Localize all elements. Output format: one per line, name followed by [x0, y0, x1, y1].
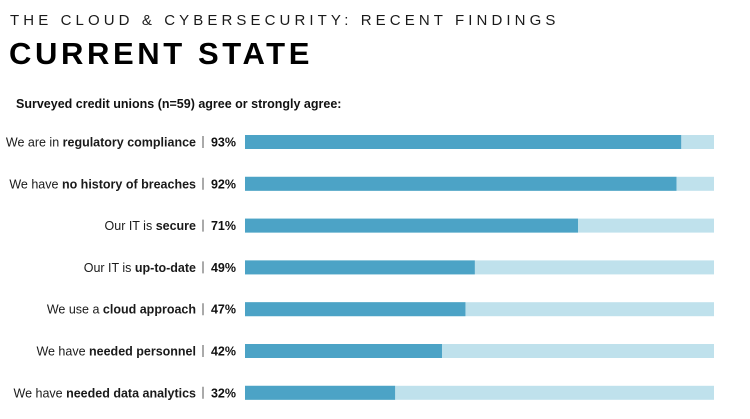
chart-subtitle: Surveyed credit unions (n=59) agree or s… — [16, 97, 342, 111]
value-label: 92% — [211, 177, 236, 191]
value-label: 93% — [211, 136, 236, 150]
category-label: We have no history of breaches — [9, 177, 196, 191]
category-label-emphasis: needed personnel — [89, 345, 196, 359]
bar — [245, 260, 475, 275]
bar — [245, 135, 682, 149]
bar — [245, 176, 677, 191]
category-label-text: Our IT is — [84, 261, 135, 275]
value-label: 49% — [211, 261, 236, 275]
bar — [245, 385, 396, 400]
page-title: CURRENT STATE — [9, 36, 313, 71]
bar — [245, 302, 466, 317]
category-label: Our IT is up-to-date — [84, 261, 196, 275]
value-label: 42% — [211, 345, 236, 359]
value-label: 32% — [211, 386, 236, 400]
category-label-emphasis: no history of breaches — [62, 177, 196, 191]
bar — [245, 344, 442, 358]
category-label-text: We use a — [47, 303, 103, 317]
value-label: 71% — [211, 219, 236, 233]
category-label-emphasis: cloud approach — [103, 303, 196, 317]
header-kicker: THE CLOUD & CYBERSECURITY: RECENT FINDIN… — [10, 12, 560, 29]
category-label-text: We have — [14, 386, 67, 400]
category-label-emphasis: regulatory compliance — [63, 136, 196, 150]
category-label: We use a cloud approach — [47, 303, 196, 317]
category-label-text: We have — [9, 177, 62, 191]
bar — [245, 218, 578, 233]
category-label: We have needed personnel — [36, 345, 196, 359]
category-label-text: Our IT is — [105, 219, 156, 233]
category-label: We are in regulatory compliance — [6, 136, 196, 150]
category-label-text: We have — [36, 345, 89, 359]
category-label-emphasis: up-to-date — [135, 261, 196, 275]
category-label: Our IT is secure — [105, 219, 197, 233]
value-label: 47% — [211, 303, 236, 317]
category-label-emphasis: needed data analytics — [66, 386, 196, 400]
category-label: We have needed data analytics — [14, 386, 197, 400]
category-label-emphasis: secure — [156, 219, 196, 233]
category-label-text: We are in — [6, 136, 63, 150]
